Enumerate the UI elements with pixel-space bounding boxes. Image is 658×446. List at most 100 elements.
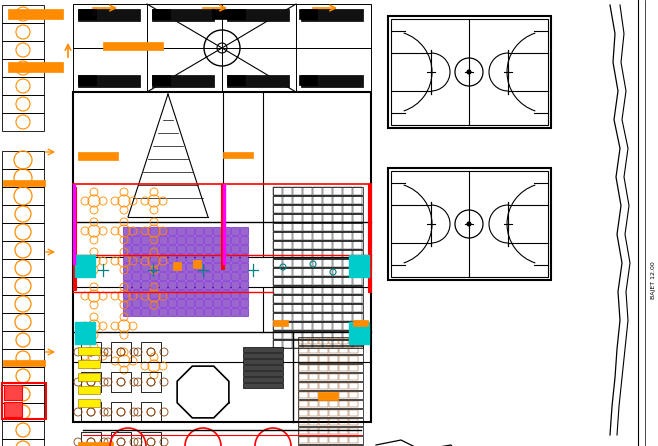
Bar: [222, 272, 230, 280]
Bar: [353, 232, 362, 240]
Bar: [273, 295, 282, 303]
Bar: [186, 308, 194, 316]
Bar: [159, 254, 167, 262]
Bar: [349, 410, 358, 416]
Bar: [222, 308, 230, 316]
Bar: [213, 254, 221, 262]
Bar: [273, 304, 282, 312]
Bar: [168, 254, 176, 262]
Bar: [309, 419, 318, 425]
Bar: [283, 286, 292, 294]
Bar: [273, 205, 363, 213]
Bar: [168, 308, 176, 316]
Bar: [243, 359, 283, 364]
Bar: [301, 75, 363, 87]
Bar: [132, 308, 140, 316]
Bar: [339, 338, 348, 344]
Bar: [177, 245, 185, 253]
Bar: [343, 277, 352, 285]
Bar: [303, 232, 312, 240]
Bar: [329, 437, 338, 443]
Bar: [299, 392, 308, 398]
Bar: [293, 259, 302, 267]
Bar: [243, 353, 283, 358]
Bar: [343, 205, 352, 213]
Bar: [298, 355, 363, 363]
Bar: [227, 75, 289, 87]
Bar: [213, 281, 221, 289]
Bar: [222, 299, 230, 307]
Bar: [319, 374, 328, 380]
Bar: [227, 9, 289, 21]
Bar: [353, 295, 362, 303]
Bar: [150, 281, 158, 289]
Bar: [349, 437, 358, 443]
Bar: [293, 268, 302, 276]
Bar: [177, 290, 185, 298]
Bar: [78, 9, 96, 19]
Bar: [73, 255, 76, 290]
Bar: [152, 9, 170, 19]
Bar: [111, 432, 131, 446]
Bar: [273, 214, 363, 222]
Bar: [323, 295, 332, 303]
Bar: [283, 250, 292, 258]
Bar: [212, 9, 230, 19]
Bar: [78, 9, 140, 21]
Bar: [195, 272, 203, 280]
Bar: [298, 391, 363, 399]
Bar: [303, 259, 312, 267]
Bar: [213, 272, 221, 280]
Bar: [283, 268, 292, 276]
Bar: [2, 223, 44, 241]
Bar: [240, 236, 248, 244]
Bar: [293, 286, 302, 294]
Bar: [273, 232, 282, 240]
Bar: [231, 254, 239, 262]
Bar: [168, 263, 176, 271]
Bar: [159, 263, 167, 271]
Bar: [303, 214, 312, 222]
Bar: [329, 419, 338, 425]
Bar: [349, 374, 358, 380]
Bar: [123, 263, 131, 271]
Bar: [293, 214, 302, 222]
Bar: [123, 281, 131, 289]
Bar: [349, 383, 358, 389]
Bar: [349, 428, 358, 434]
Bar: [273, 277, 282, 285]
Bar: [309, 365, 318, 371]
Bar: [132, 299, 140, 307]
Bar: [303, 196, 312, 204]
Bar: [150, 254, 158, 262]
Bar: [298, 436, 363, 444]
Bar: [303, 286, 312, 294]
Bar: [353, 187, 362, 195]
Bar: [319, 338, 328, 344]
Bar: [123, 254, 131, 262]
Bar: [141, 236, 149, 244]
Bar: [309, 347, 318, 353]
Bar: [243, 365, 283, 370]
Bar: [309, 383, 318, 389]
Bar: [240, 245, 248, 253]
Bar: [339, 392, 348, 398]
Bar: [313, 241, 322, 249]
Bar: [195, 281, 203, 289]
Bar: [329, 338, 338, 344]
Bar: [283, 205, 292, 213]
Bar: [273, 205, 282, 213]
Bar: [333, 223, 342, 231]
Bar: [299, 347, 308, 353]
Bar: [309, 437, 318, 443]
Bar: [177, 281, 185, 289]
Bar: [123, 272, 131, 280]
Bar: [273, 223, 282, 231]
Bar: [186, 299, 194, 307]
Bar: [299, 338, 308, 344]
Bar: [333, 214, 342, 222]
Bar: [141, 272, 149, 280]
Circle shape: [467, 70, 471, 74]
Bar: [132, 290, 140, 298]
Bar: [2, 23, 44, 41]
